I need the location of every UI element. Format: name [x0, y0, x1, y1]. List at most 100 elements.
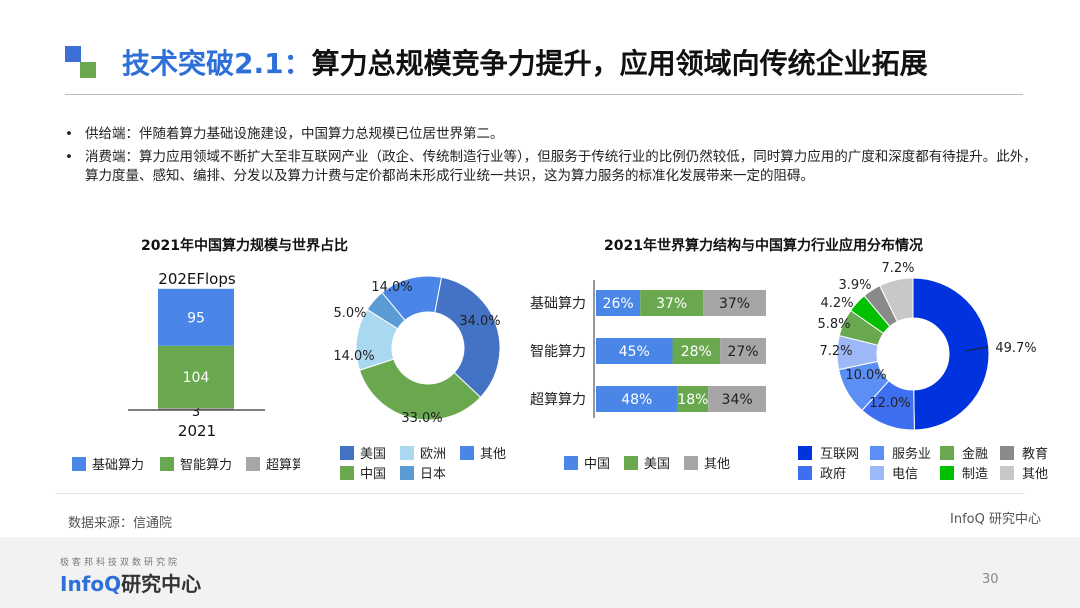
legend-label-other: 其他 [1022, 467, 1048, 482]
bar-value-label-0-1: 37% [656, 296, 687, 312]
bar-segment-2 [158, 288, 234, 346]
footer-divider [55, 493, 1025, 494]
legend-swatch-government [798, 466, 812, 480]
bar-value-label-1-1: 28% [681, 344, 712, 360]
chart-china-industry-donut: 49.7% 12.0% 10.0% 7.2% 5.8% 4.2% 3.9% 7.2% 互联网 … [798, 261, 1048, 482]
slice-label-7: 7.2% [881, 261, 914, 276]
bar-value-label-2: 95 [187, 310, 205, 326]
bar-segment-0 [158, 408, 234, 410]
leader-line-internet [964, 346, 989, 352]
donut-slice-4 [381, 275, 443, 321]
bottom-band [0, 537, 1080, 608]
legend-label-other: 其他 [480, 447, 506, 462]
bar-segment-1-2 [720, 338, 766, 364]
legend-label-us: 美国 [644, 457, 670, 472]
category-label-1: 智能算力 [530, 344, 586, 360]
bar-segment-2-0 [596, 386, 678, 412]
slice-label-2: 14.0% [333, 349, 374, 364]
title-divider [65, 94, 1023, 95]
title-decoration-blue [65, 46, 81, 62]
slice-label-6: 3.9% [838, 278, 871, 293]
slice-label-0: 34.0% [459, 314, 500, 329]
bar-value-label-1: 104 [183, 370, 210, 386]
slice-label-3: 7.2% [819, 344, 852, 359]
legend-label-manufacturing: 制造 [962, 467, 988, 482]
legend-swatch-other [1000, 466, 1014, 480]
legend-label-education: 教育 [1022, 446, 1048, 462]
slice-label-4: 5.8% [817, 317, 850, 332]
brand-caption: InfoQ 研究中心 [950, 512, 1041, 527]
legend-swatch-ai [160, 457, 174, 471]
legend-label-basic: 基础算力 [92, 458, 144, 473]
legend-label-other: 其他 [704, 457, 730, 472]
bullet-demand: 消费端：算力应用领域不断扩大至非互联网产业（政企、传统制造行业等），但服务于传统… [65, 148, 1045, 186]
legend-label-internet: 互联网 [820, 447, 859, 462]
legend-label-government: 政府 [820, 467, 846, 482]
bullet-supply: 供给端：伴随着算力基础设施建设，中国算力总规模已位居世界第二。 [65, 125, 1045, 144]
brand-logo-text: 研究中心 [121, 572, 202, 596]
bar-value-label-0-2: 37% [719, 296, 750, 312]
bar-value-label-2-1: 18% [677, 392, 708, 408]
bar-segment-2-2 [708, 386, 766, 412]
legend-swatch-cn [564, 456, 578, 470]
donut-slice-0 [912, 277, 990, 431]
legend-swatch-telecom [870, 466, 884, 480]
slice-label-0: 49.7% [995, 341, 1036, 356]
chart-world-share-donut: 34.0% 33.0% 14.0% 5.0% 14.0% 美国 欧洲 其他 中国 日本 [333, 275, 506, 482]
bar-value-label-0-0: 26% [603, 296, 634, 312]
bar-segment-1-0 [596, 338, 673, 364]
legend-label-jp: 日本 [420, 467, 446, 482]
brand-logo: InfoQ研究中心 [60, 568, 201, 597]
brand-subtitle: 极客邦科技双数研究院 [60, 558, 181, 568]
slice-label-1: 12.0% [869, 396, 910, 411]
legend-swatch-internet [798, 446, 812, 460]
slice-label-5: 4.2% [820, 296, 853, 311]
legend-label-cn: 中国 [584, 457, 610, 472]
slice-label-3: 5.0% [333, 306, 366, 321]
bar-segment-0-1 [640, 290, 704, 316]
bar-segment-1 [158, 345, 234, 409]
brand-logo-infoq: InfoQ [60, 572, 122, 596]
legend-label-ai: 智能算力 [180, 458, 232, 473]
unit-label: 202EFlops [158, 270, 236, 288]
slice-label-2: 10.0% [845, 368, 886, 383]
legend-label-us: 美国 [360, 447, 386, 462]
bar-segment-0-0 [596, 290, 641, 316]
slide-title-prefix: 技术突破2.1： [122, 47, 312, 80]
legend-label-cn: 中国 [360, 467, 386, 482]
legend-swatch-education [1000, 446, 1014, 460]
bullet-list: 供给端：伴随着算力基础设施建设，中国算力总规模已位居世界第二。 消费端：算力应用… [65, 125, 1045, 190]
chart2-legend: 美国 欧洲 其他 中国 日本 [340, 446, 506, 482]
legend-label-super: 超算算力 [266, 458, 300, 473]
legend-swatch-eu [400, 446, 414, 460]
legend-label-telecom: 电信 [892, 467, 918, 482]
bar-value-label-0: 3 [192, 405, 200, 420]
bar-value-label-1-2: 27% [727, 344, 758, 360]
legend-swatch-basic [72, 457, 86, 471]
legend-swatch-cn [340, 466, 354, 480]
data-source: 数据来源：信通院 [68, 516, 173, 531]
legend-label-service: 服务业 [892, 446, 931, 462]
bar-value-label-2-0: 48% [621, 392, 652, 408]
legend-swatch-service [870, 446, 884, 460]
slice-label-1: 33.0% [401, 411, 442, 426]
bar-segment-0-2 [703, 290, 766, 316]
x-tick-label: 2021 [178, 422, 216, 440]
legend-swatch-super [246, 457, 260, 471]
bar-segment-2-1 [677, 386, 709, 412]
legend-swatch-manufacturing [940, 466, 954, 480]
legend-swatch-finance [940, 446, 954, 460]
chart4-legend: 互联网 服务业 金融 教育 政府 电信 制造 其他 [798, 446, 1048, 482]
legend-label-finance: 金融 [962, 446, 988, 462]
slice-label-4: 14.0% [371, 280, 412, 295]
chart-world-structure-bars: 基础算力 26% 37% 37%智能算力 45% 28% 27%超算算力 48% 18% 34% … [530, 280, 766, 472]
slide-title-main: 算力总规模竞争力提升，应用领域向传统企业拓展 [311, 47, 928, 80]
title-decoration-green [80, 62, 96, 78]
donut-slice-0 [434, 276, 501, 398]
donut-slice-7 [879, 277, 914, 323]
legend-swatch-other [460, 446, 474, 460]
legend-label-eu: 欧洲 [420, 447, 446, 462]
legend-swatch-other [684, 456, 698, 470]
bar-segment-1-1 [672, 338, 721, 364]
left-section-title: 2021年中国算力规模与世界占比 [141, 238, 348, 254]
